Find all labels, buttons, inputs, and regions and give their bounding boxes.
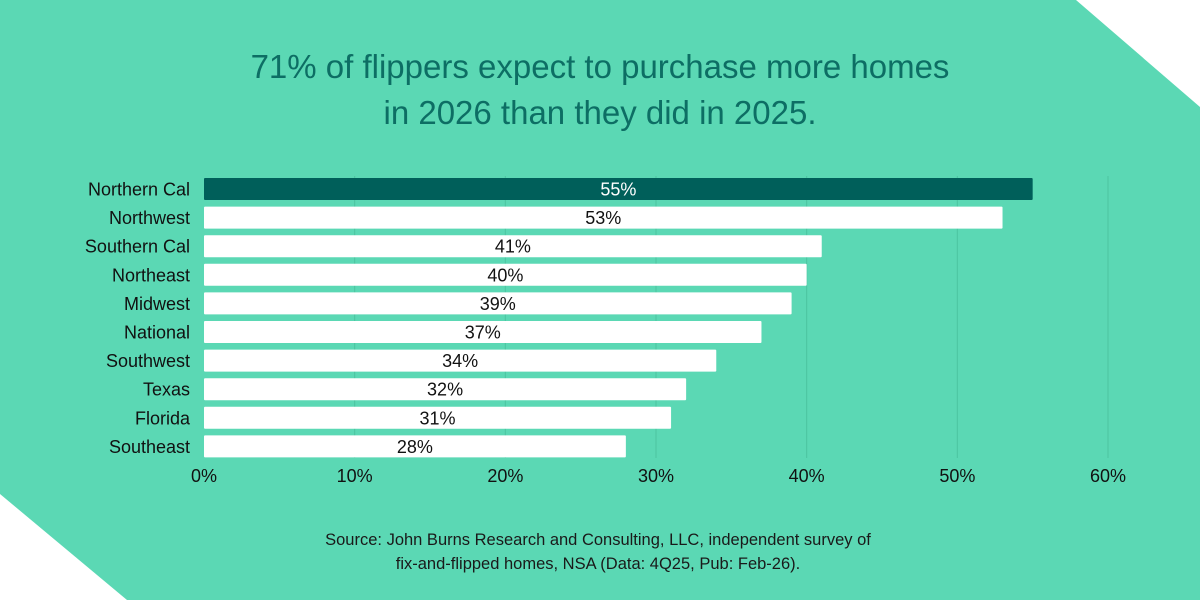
source-line: Source: John Burns Research and Consulti…	[325, 531, 871, 549]
source-line: fix-and-flipped homes, NSA (Data: 4Q25, …	[395, 555, 801, 573]
category-label: Northwest	[109, 208, 190, 228]
category-label: Southwest	[106, 351, 190, 371]
category-label: Midwest	[124, 294, 190, 314]
bar-northeast	[204, 263, 807, 286]
bar-midwest	[204, 292, 792, 315]
x-tick-label: 60%	[1090, 466, 1126, 486]
data-label: 53%	[585, 208, 621, 228]
source-note: Source: John Burns Research and Consulti…	[0, 528, 1196, 576]
data-label: 41%	[495, 237, 531, 257]
data-label: 39%	[480, 294, 516, 314]
bar-florida	[204, 406, 672, 429]
data-label: 37%	[465, 323, 501, 343]
data-label: 28%	[397, 437, 433, 457]
x-tick-label: 0%	[191, 466, 217, 486]
data-label: 32%	[427, 380, 463, 400]
data-label: 55%	[600, 180, 636, 200]
category-label: Texas	[143, 380, 190, 400]
x-tick-label: 20%	[487, 466, 523, 486]
category-label: Southern Cal	[85, 237, 190, 257]
category-label: Florida	[135, 408, 191, 428]
bar-southwest	[204, 349, 717, 372]
title-line: 71% of flippers expect to purchase more …	[250, 48, 950, 85]
title-line: in 2026 than they did in 2025.	[383, 94, 817, 131]
category-label: Southeast	[109, 437, 190, 457]
data-label: 31%	[420, 408, 456, 428]
x-tick-label: 30%	[638, 466, 674, 486]
bar-southeast	[204, 435, 626, 458]
bar-texas	[204, 378, 687, 401]
category-label: National	[124, 323, 190, 343]
bar-northwest	[204, 206, 1003, 229]
x-tick-label: 40%	[789, 466, 825, 486]
bar-national	[204, 321, 762, 343]
chart-title: 71% of flippers expect to purchase more …	[0, 44, 1200, 136]
category-label: Northeast	[112, 265, 190, 285]
bar-northern-cal	[204, 178, 1033, 200]
x-tick-label: 50%	[939, 466, 975, 486]
data-label: 40%	[487, 265, 523, 285]
category-label: Northern Cal	[88, 180, 190, 200]
x-tick-label: 10%	[337, 466, 373, 486]
data-label: 34%	[442, 351, 478, 371]
bar-southern-cal	[204, 235, 822, 258]
